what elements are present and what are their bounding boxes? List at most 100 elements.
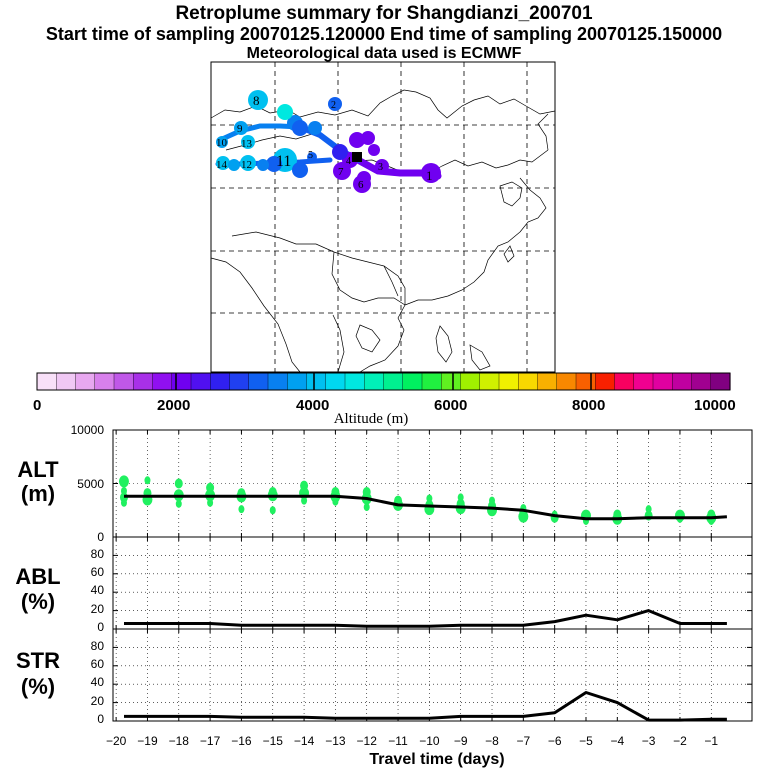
colorbar-cell — [691, 373, 712, 390]
traj-label-2: 2 — [331, 100, 336, 111]
sampling-time-subtitle: Start time of sampling 20070125.120000 E… — [45, 24, 723, 44]
colorbar-tick-6000: 6000 — [434, 397, 467, 414]
abl-tick-40: 40 — [91, 583, 105, 597]
alt-scatter-point — [207, 498, 214, 507]
x-tick-label: −19 — [137, 734, 158, 748]
abl-panel-label: ABL — [15, 564, 60, 589]
colorbar-cell — [518, 373, 539, 390]
alt-scatter-point — [144, 476, 151, 485]
cluster-8-marker — [248, 90, 268, 110]
colorbar-cell — [287, 373, 308, 390]
x-tick-label: −14 — [294, 734, 315, 748]
str-panel-frame — [112, 628, 753, 722]
cluster-13-marker — [241, 135, 255, 149]
colorbar-cell — [556, 373, 577, 390]
traj-label-12: 12 — [241, 159, 252, 171]
traj-label-14: 14 — [216, 159, 228, 171]
colorbar-cell — [710, 373, 731, 390]
x-axis-ticks: −20 −19 −18 −17 −16 −15 −14 −13 −12 −11 −10 −9 −8 −7 −… — [106, 734, 718, 748]
x-tick-label: −5 — [579, 734, 593, 748]
alt-scatter-point — [518, 510, 529, 523]
abl-series-line — [124, 609, 727, 628]
colorbar-cell — [229, 373, 250, 390]
abl-tick-80: 80 — [91, 547, 105, 561]
str-panel-unit: (%) — [21, 674, 55, 699]
x-tick-label: −3 — [642, 734, 656, 748]
x-axis-label: Travel time (days) — [369, 751, 504, 768]
colorbar-cell — [422, 373, 442, 390]
traj-label-6: 6 — [358, 179, 364, 191]
trajectory-map: 1 2 3 4 5 6 7 8 9 10 11 12 13 14 — [210, 61, 556, 373]
altitude-colorbar: 0 2000 4000 6000 8000 10000 Altitude (m) — [33, 372, 736, 427]
colorbar-cell — [364, 373, 385, 390]
colorbar-cell — [191, 373, 211, 390]
str-tick-40: 40 — [91, 675, 105, 689]
chart-title: Retroplume summary for Shangdianzi_20070… — [175, 3, 593, 24]
colorbar-cell — [152, 373, 173, 390]
alt-scatter-point — [487, 504, 498, 517]
alt-scatter-point — [269, 506, 276, 515]
x-tick-label: −15 — [263, 734, 284, 748]
cluster-7-marker — [333, 162, 351, 180]
colorbar-cell — [576, 373, 596, 390]
cluster-1-marker — [421, 163, 441, 183]
str-series-line — [124, 691, 727, 722]
traj-label-1: 1 — [426, 168, 433, 183]
traj-label-7: 7 — [338, 166, 344, 178]
traj-label-3: 3 — [378, 162, 383, 173]
colorbar-cell — [248, 373, 269, 390]
panel-gridlines — [113, 429, 752, 722]
colorbar-tick-8000: 8000 — [572, 397, 605, 414]
alt-scatter-point — [118, 475, 129, 488]
x-tick-label: −7 — [516, 734, 530, 748]
alt-scatter-point — [301, 496, 308, 505]
trajectory-labels: 1 2 3 4 5 6 7 8 9 10 11 12 13 14 — [216, 93, 433, 191]
colorbar-cell — [595, 373, 616, 390]
alt-panel-label: ALT — [17, 457, 59, 482]
colorbar-cell — [441, 373, 462, 390]
alt-mean-line — [124, 494, 727, 521]
str-line — [124, 691, 727, 722]
alt-tick-0: 0 — [97, 530, 104, 544]
colorbar-cell — [94, 373, 115, 390]
traj-label-13: 13 — [241, 138, 253, 150]
alt-panel-unit: (m) — [21, 481, 55, 506]
colorbar-cell — [75, 373, 96, 390]
traj-label-8: 8 — [253, 93, 260, 108]
abl-tick-60: 60 — [91, 565, 105, 579]
colorbar-cell — [402, 373, 423, 390]
coastlines-and-borders — [210, 89, 556, 373]
colorbar-cell — [653, 373, 673, 390]
alt-scatter-point — [332, 497, 339, 506]
traj-label-11: 11 — [276, 153, 291, 170]
cluster-9-marker — [234, 121, 248, 135]
x-tick-label: −1 — [704, 734, 718, 748]
colorbar-cell — [210, 373, 231, 390]
colorbar-label: Altitude (m) — [334, 411, 409, 427]
x-tick-label: −12 — [357, 734, 378, 748]
cluster-3-marker — [375, 159, 389, 173]
abl-panel-unit: (%) — [21, 589, 55, 614]
alt-scatter-point — [175, 499, 182, 508]
cluster-6-marker — [353, 175, 371, 193]
colorbar-cell — [171, 373, 192, 390]
x-tick-label: −11 — [388, 734, 408, 748]
colorbar-cell — [479, 373, 500, 390]
colorbar-cell — [306, 373, 327, 390]
x-tick-label: −4 — [610, 734, 624, 748]
colorbar-cell — [633, 373, 654, 390]
cluster-12-marker — [240, 155, 256, 171]
alt-tick-5000: 5000 — [77, 477, 104, 491]
colorbar-cell — [268, 373, 288, 390]
str-tick-0: 0 — [97, 712, 104, 726]
x-tick-label: −13 — [325, 734, 346, 748]
str-panel-label: STR — [16, 648, 60, 673]
colorbar-cell — [614, 373, 635, 390]
colorbar-tick-2000: 2000 — [157, 397, 190, 414]
x-tick-label: −9 — [454, 734, 468, 748]
colorbar-cell — [383, 373, 404, 390]
traj-label-10: 10 — [216, 137, 228, 149]
alt-tick-10000: 10000 — [71, 423, 105, 437]
alt-scatter-point — [174, 478, 183, 489]
cluster-14-marker — [216, 156, 230, 170]
